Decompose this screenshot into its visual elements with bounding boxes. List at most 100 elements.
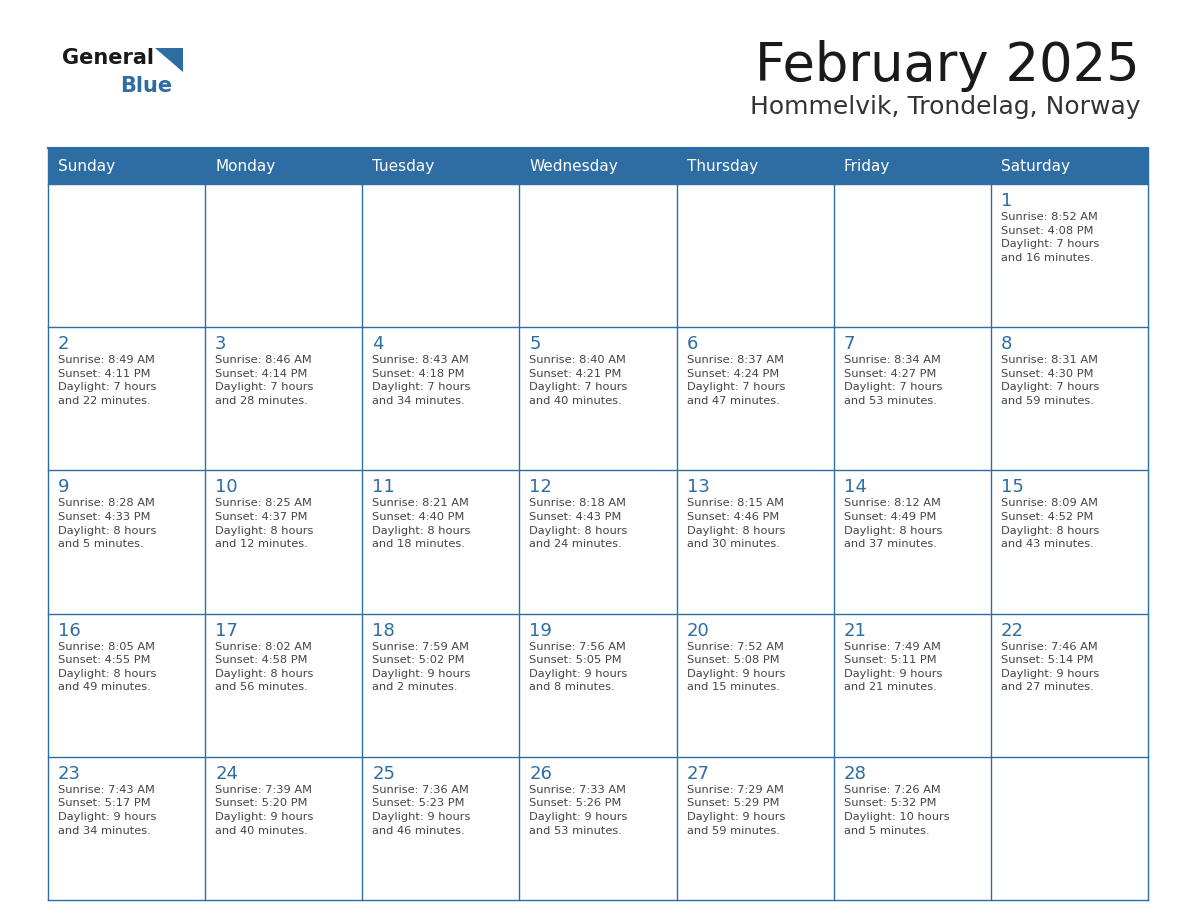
Bar [519,756,677,900]
Bar [519,184,677,327]
Bar [48,327,206,470]
Text: 5: 5 [530,335,541,353]
Bar [206,613,362,756]
Text: Sunrise: 8:52 AM
Sunset: 4:08 PM
Daylight: 7 hours
and 16 minutes.: Sunrise: 8:52 AM Sunset: 4:08 PM Dayligh… [1000,212,1099,263]
Text: 8: 8 [1000,335,1012,353]
Bar [991,184,1148,327]
Text: Sunrise: 8:43 AM
Sunset: 4:18 PM
Daylight: 7 hours
and 34 minutes.: Sunrise: 8:43 AM Sunset: 4:18 PM Dayligh… [372,355,470,406]
Text: Sunday: Sunday [58,159,115,174]
Text: 22: 22 [1000,621,1024,640]
Bar [834,613,991,756]
Text: Sunrise: 8:05 AM
Sunset: 4:55 PM
Daylight: 8 hours
and 49 minutes.: Sunrise: 8:05 AM Sunset: 4:55 PM Dayligh… [58,642,157,692]
Text: February 2025: February 2025 [756,40,1140,92]
Bar [991,327,1148,470]
Text: Sunrise: 8:21 AM
Sunset: 4:40 PM
Daylight: 8 hours
and 18 minutes.: Sunrise: 8:21 AM Sunset: 4:40 PM Dayligh… [372,498,470,549]
Bar [206,470,362,613]
Text: 14: 14 [843,478,866,497]
Text: Sunrise: 7:43 AM
Sunset: 5:17 PM
Daylight: 9 hours
and 34 minutes.: Sunrise: 7:43 AM Sunset: 5:17 PM Dayligh… [58,785,157,835]
Text: Sunrise: 8:40 AM
Sunset: 4:21 PM
Daylight: 7 hours
and 40 minutes.: Sunrise: 8:40 AM Sunset: 4:21 PM Dayligh… [530,355,627,406]
Text: 2: 2 [58,335,70,353]
Text: 27: 27 [687,765,709,783]
Text: 1: 1 [1000,192,1012,210]
Text: 17: 17 [215,621,238,640]
Polygon shape [154,48,183,72]
Text: 16: 16 [58,621,81,640]
Text: 19: 19 [530,621,552,640]
Bar [677,756,834,900]
Text: Sunrise: 8:28 AM
Sunset: 4:33 PM
Daylight: 8 hours
and 5 minutes.: Sunrise: 8:28 AM Sunset: 4:33 PM Dayligh… [58,498,157,549]
Text: 18: 18 [372,621,396,640]
Text: Blue: Blue [120,76,172,96]
Text: Sunrise: 7:36 AM
Sunset: 5:23 PM
Daylight: 9 hours
and 46 minutes.: Sunrise: 7:36 AM Sunset: 5:23 PM Dayligh… [372,785,470,835]
Text: 20: 20 [687,621,709,640]
Text: 24: 24 [215,765,238,783]
Text: Sunrise: 8:12 AM
Sunset: 4:49 PM
Daylight: 8 hours
and 37 minutes.: Sunrise: 8:12 AM Sunset: 4:49 PM Dayligh… [843,498,942,549]
Bar [677,613,834,756]
Text: 23: 23 [58,765,81,783]
Bar [677,184,834,327]
Bar [677,327,834,470]
Text: Hommelvik, Trondelag, Norway: Hommelvik, Trondelag, Norway [750,95,1140,119]
Text: Sunrise: 8:34 AM
Sunset: 4:27 PM
Daylight: 7 hours
and 53 minutes.: Sunrise: 8:34 AM Sunset: 4:27 PM Dayligh… [843,355,942,406]
Bar [362,184,519,327]
Bar [677,470,834,613]
Text: Sunrise: 7:39 AM
Sunset: 5:20 PM
Daylight: 9 hours
and 40 minutes.: Sunrise: 7:39 AM Sunset: 5:20 PM Dayligh… [215,785,314,835]
Bar [834,756,991,900]
Text: 12: 12 [530,478,552,497]
Bar [48,148,1148,184]
Bar [48,184,206,327]
Bar [519,613,677,756]
Bar [362,756,519,900]
Bar [362,327,519,470]
Bar [519,470,677,613]
Text: Sunrise: 7:26 AM
Sunset: 5:32 PM
Daylight: 10 hours
and 5 minutes.: Sunrise: 7:26 AM Sunset: 5:32 PM Dayligh… [843,785,949,835]
Text: Monday: Monday [215,159,276,174]
Text: Sunrise: 8:46 AM
Sunset: 4:14 PM
Daylight: 7 hours
and 28 minutes.: Sunrise: 8:46 AM Sunset: 4:14 PM Dayligh… [215,355,314,406]
Text: 15: 15 [1000,478,1024,497]
Bar [834,184,991,327]
Bar [991,470,1148,613]
Bar [206,327,362,470]
Text: 25: 25 [372,765,396,783]
Text: Sunrise: 8:15 AM
Sunset: 4:46 PM
Daylight: 8 hours
and 30 minutes.: Sunrise: 8:15 AM Sunset: 4:46 PM Dayligh… [687,498,785,549]
Bar [48,613,206,756]
Text: 10: 10 [215,478,238,497]
Text: 6: 6 [687,335,697,353]
Text: Sunrise: 8:37 AM
Sunset: 4:24 PM
Daylight: 7 hours
and 47 minutes.: Sunrise: 8:37 AM Sunset: 4:24 PM Dayligh… [687,355,785,406]
Text: 21: 21 [843,621,866,640]
Text: Friday: Friday [843,159,890,174]
Bar [206,756,362,900]
Text: General: General [62,48,154,68]
Text: Sunrise: 8:02 AM
Sunset: 4:58 PM
Daylight: 8 hours
and 56 minutes.: Sunrise: 8:02 AM Sunset: 4:58 PM Dayligh… [215,642,314,692]
Text: Sunrise: 7:49 AM
Sunset: 5:11 PM
Daylight: 9 hours
and 21 minutes.: Sunrise: 7:49 AM Sunset: 5:11 PM Dayligh… [843,642,942,692]
Text: 3: 3 [215,335,227,353]
Text: Tuesday: Tuesday [372,159,435,174]
Bar [519,327,677,470]
Bar [991,613,1148,756]
Text: Sunrise: 8:49 AM
Sunset: 4:11 PM
Daylight: 7 hours
and 22 minutes.: Sunrise: 8:49 AM Sunset: 4:11 PM Dayligh… [58,355,157,406]
Text: Sunrise: 8:18 AM
Sunset: 4:43 PM
Daylight: 8 hours
and 24 minutes.: Sunrise: 8:18 AM Sunset: 4:43 PM Dayligh… [530,498,627,549]
Text: Sunrise: 7:59 AM
Sunset: 5:02 PM
Daylight: 9 hours
and 2 minutes.: Sunrise: 7:59 AM Sunset: 5:02 PM Dayligh… [372,642,470,692]
Text: 7: 7 [843,335,855,353]
Text: Sunrise: 8:25 AM
Sunset: 4:37 PM
Daylight: 8 hours
and 12 minutes.: Sunrise: 8:25 AM Sunset: 4:37 PM Dayligh… [215,498,314,549]
Text: 13: 13 [687,478,709,497]
Text: 9: 9 [58,478,70,497]
Bar [362,613,519,756]
Bar [834,470,991,613]
Bar [206,184,362,327]
Bar [834,327,991,470]
Text: Sunrise: 7:33 AM
Sunset: 5:26 PM
Daylight: 9 hours
and 53 minutes.: Sunrise: 7:33 AM Sunset: 5:26 PM Dayligh… [530,785,627,835]
Text: 4: 4 [372,335,384,353]
Text: Sunrise: 7:29 AM
Sunset: 5:29 PM
Daylight: 9 hours
and 59 minutes.: Sunrise: 7:29 AM Sunset: 5:29 PM Dayligh… [687,785,785,835]
Text: Thursday: Thursday [687,159,758,174]
Text: Sunrise: 8:31 AM
Sunset: 4:30 PM
Daylight: 7 hours
and 59 minutes.: Sunrise: 8:31 AM Sunset: 4:30 PM Dayligh… [1000,355,1099,406]
Text: Sunrise: 7:46 AM
Sunset: 5:14 PM
Daylight: 9 hours
and 27 minutes.: Sunrise: 7:46 AM Sunset: 5:14 PM Dayligh… [1000,642,1099,692]
Text: 26: 26 [530,765,552,783]
Bar [48,470,206,613]
Text: Saturday: Saturday [1000,159,1070,174]
Text: 11: 11 [372,478,396,497]
Bar [48,756,206,900]
Bar [362,470,519,613]
Text: Sunrise: 7:52 AM
Sunset: 5:08 PM
Daylight: 9 hours
and 15 minutes.: Sunrise: 7:52 AM Sunset: 5:08 PM Dayligh… [687,642,785,692]
Text: Sunrise: 8:09 AM
Sunset: 4:52 PM
Daylight: 8 hours
and 43 minutes.: Sunrise: 8:09 AM Sunset: 4:52 PM Dayligh… [1000,498,1099,549]
